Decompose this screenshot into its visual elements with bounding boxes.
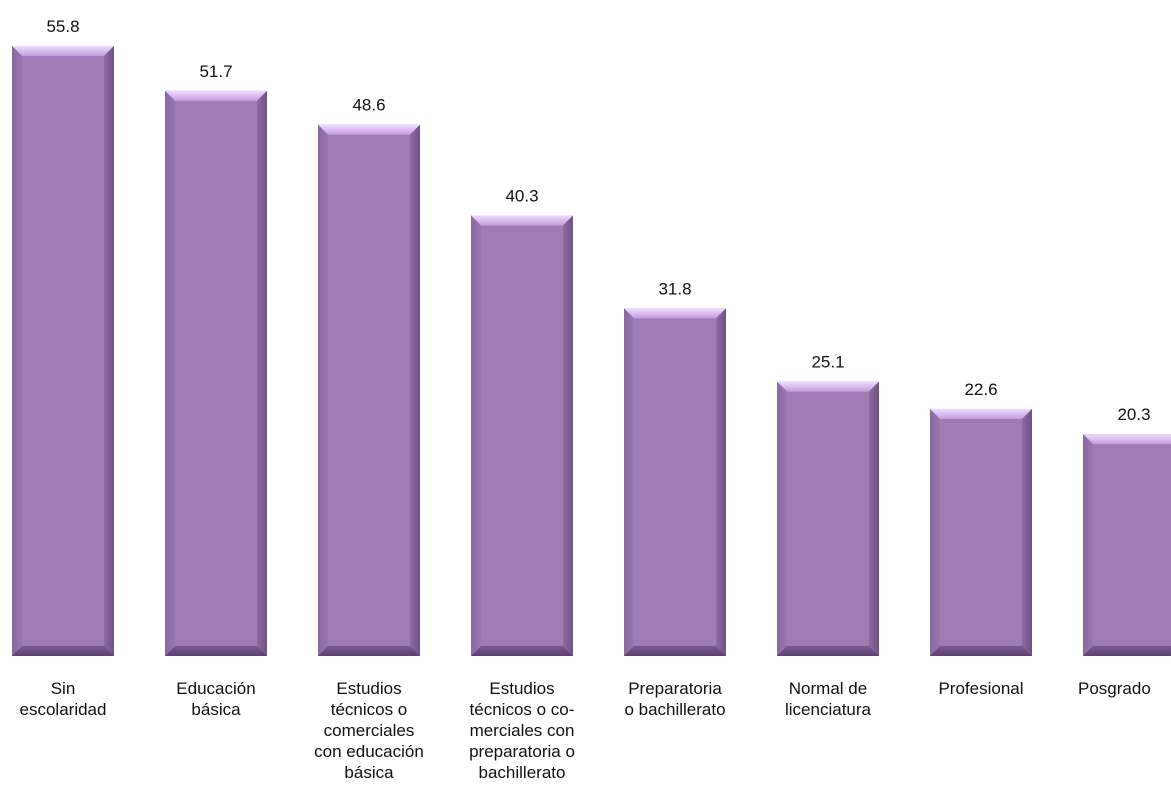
- category-label-7: Profesional: [938, 679, 1024, 698]
- value-label-2: 51.7: [199, 62, 232, 81]
- category-label-4: Estudios técnicos o co- merciales con pr…: [469, 679, 575, 782]
- bar-8: [1083, 434, 1171, 656]
- category-label-3: Estudios técnicos o comerciales con educ…: [314, 679, 424, 782]
- bar-2: [165, 90, 267, 656]
- category-label-2: Educación básica: [176, 679, 256, 719]
- value-label-5: 31.8: [658, 279, 691, 298]
- bar-6: [777, 381, 879, 656]
- category-label-5: Preparatoria o bachillerato: [624, 679, 726, 719]
- category-label-8: Posgrado: [1078, 679, 1151, 698]
- value-label-1: 55.8: [46, 17, 79, 36]
- bar-5: [624, 308, 726, 656]
- category-label-1: Sin escolaridad: [19, 679, 107, 719]
- value-label-6: 25.1: [811, 353, 844, 372]
- value-label-4: 40.3: [505, 186, 538, 205]
- value-label-7: 22.6: [964, 380, 997, 399]
- bar-4: [471, 215, 573, 656]
- value-label-3: 48.6: [352, 96, 385, 115]
- category-label-6: Normal de licenciatura: [785, 679, 871, 719]
- bar-3: [318, 124, 420, 657]
- value-label-8: 20.3: [1117, 405, 1150, 424]
- bar-1: [12, 46, 114, 656]
- bar-7: [930, 408, 1032, 656]
